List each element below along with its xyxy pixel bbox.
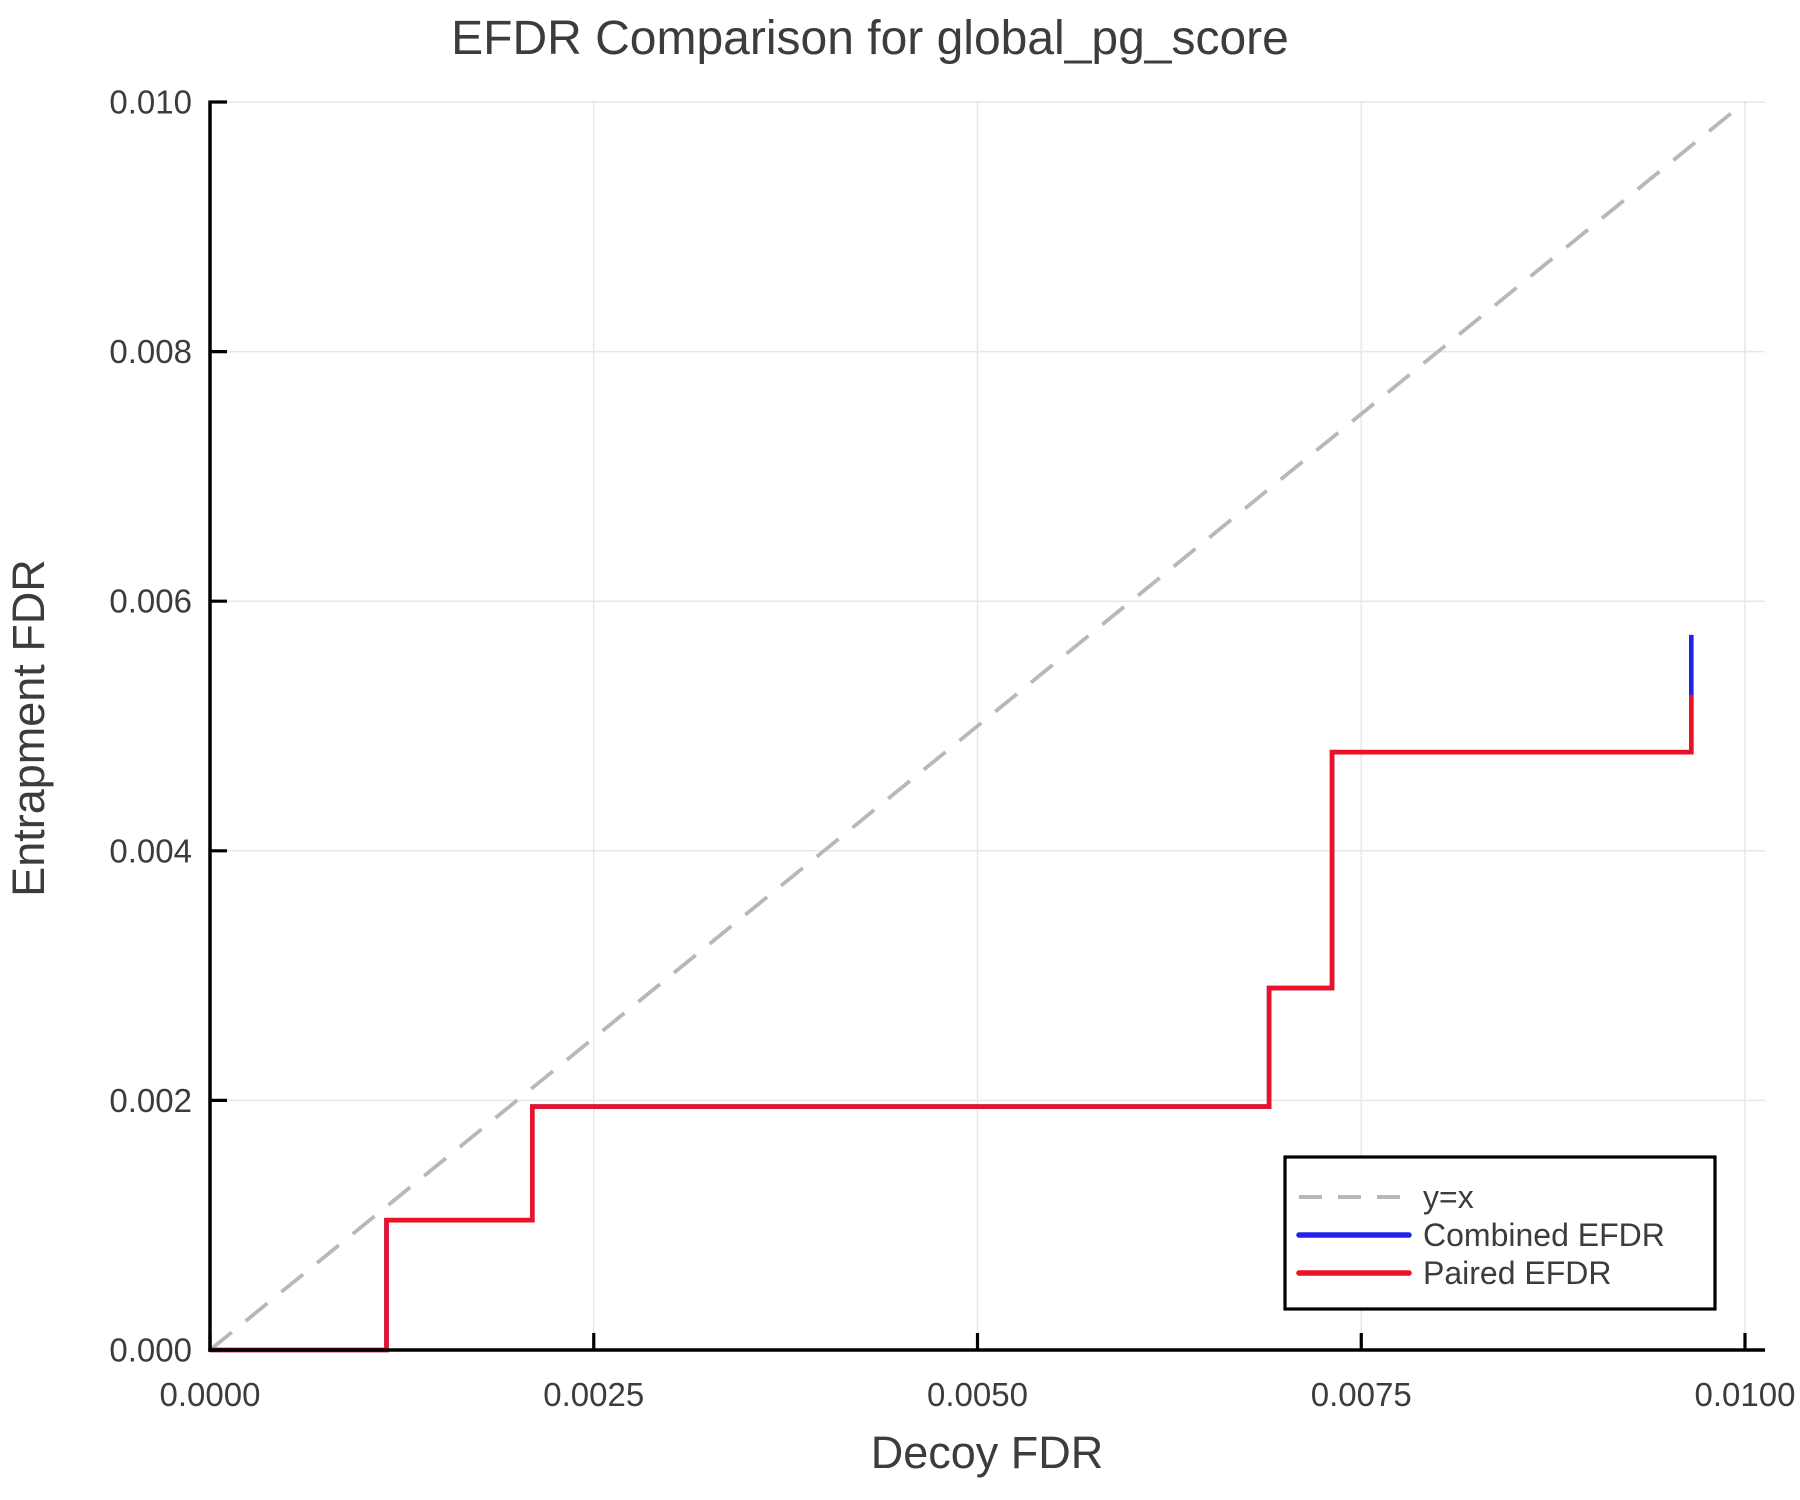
series-line-paired-efdr	[210, 694, 1694, 1353]
legend-label-paired-efdr: Paired EFDR	[1423, 1255, 1612, 1291]
y-tick-label: 0.006	[109, 583, 192, 620]
x-tick-label: 0.0050	[927, 1376, 1028, 1413]
legend-label-combined-efdr: Combined EFDR	[1423, 1217, 1665, 1253]
plot-series	[208, 100, 1747, 1353]
legend-label-yx: y=x	[1423, 1179, 1474, 1215]
x-tick-label: 0.0100	[1695, 1376, 1796, 1413]
chart-title: EFDR Comparison for global_pg_score	[451, 12, 1289, 65]
y-tick-label: 0.004	[109, 832, 192, 869]
gridlines	[210, 101, 1765, 1350]
y-tick-label: 0.000	[109, 1332, 192, 1369]
x-tick-label: 0.0025	[543, 1376, 644, 1413]
y-tick-label: 0.002	[109, 1082, 192, 1119]
y-tick-label: 0.008	[109, 333, 192, 370]
axis-spines	[208, 100, 1765, 1352]
x-tick-labels: 0.0000 0.0025 0.0050 0.0075 0.0100	[160, 1376, 1796, 1413]
series-line-y-x	[208, 100, 1747, 1352]
y-axis-label: Entrapment FDR	[3, 559, 54, 897]
x-tick-label: 0.0000	[160, 1376, 261, 1413]
axis-ticks	[208, 100, 1747, 1352]
x-axis-label: Decoy FDR	[871, 1427, 1104, 1478]
legend: y=x Combined EFDR Paired EFDR	[1283, 1155, 1717, 1311]
y-tick-label: 0.010	[109, 84, 192, 121]
x-tick-label: 0.0075	[1311, 1376, 1412, 1413]
y-tick-labels: 0.000 0.002 0.004 0.006 0.008 0.010	[109, 84, 192, 1369]
